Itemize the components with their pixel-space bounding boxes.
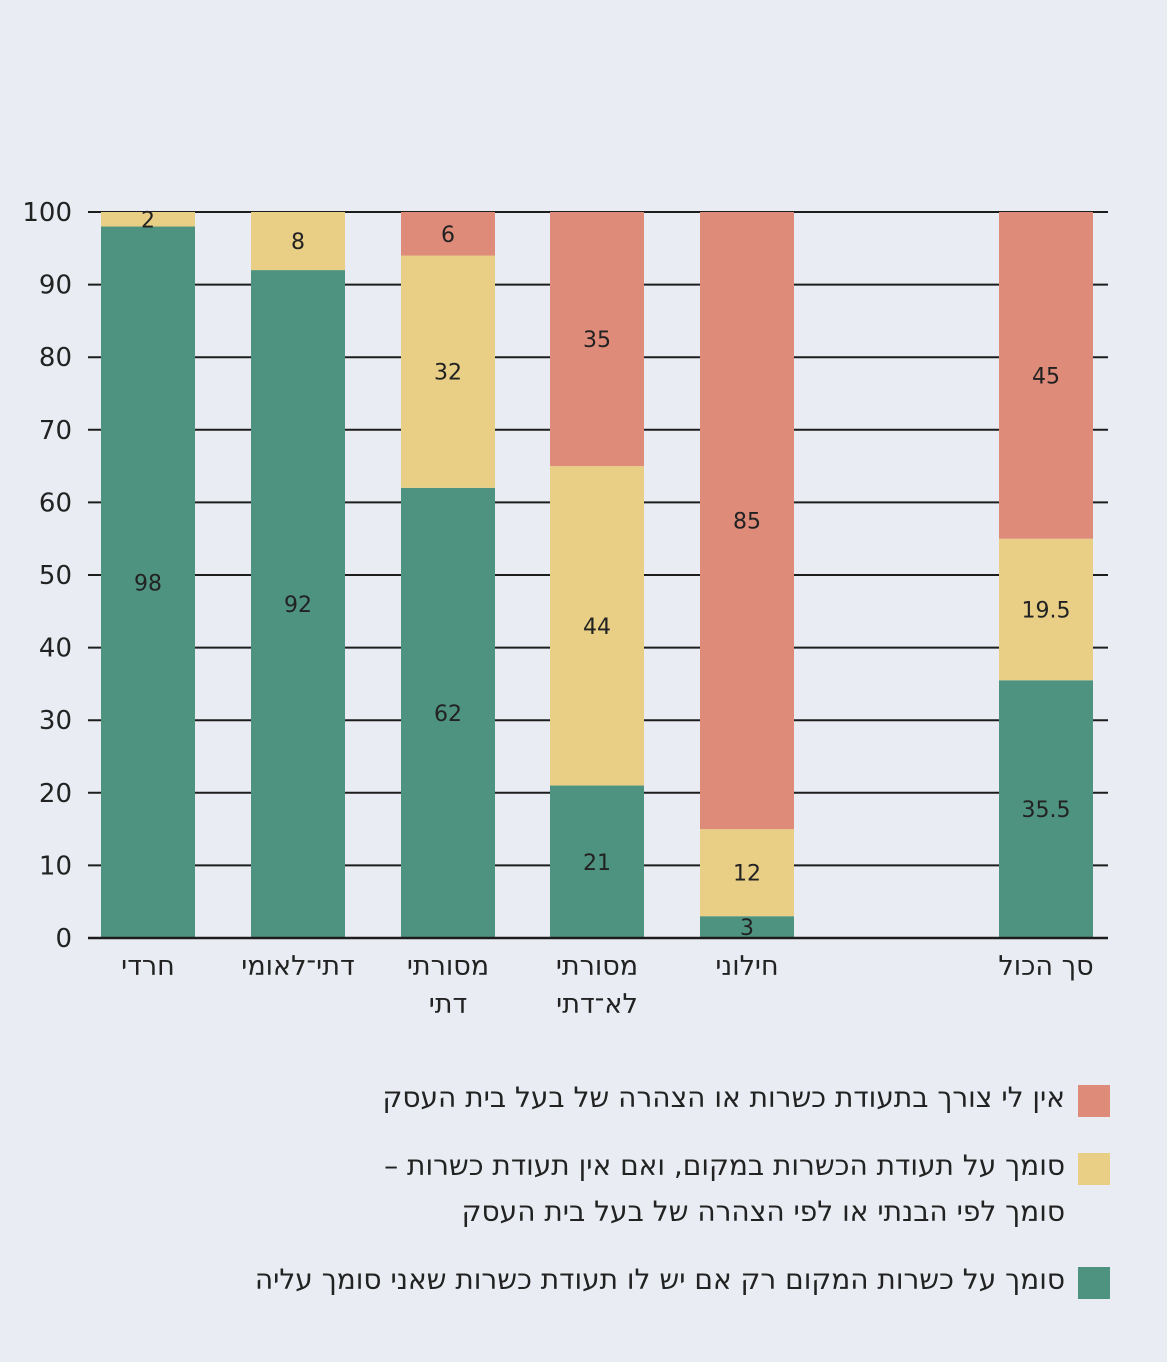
y-tick-label: 70 [39, 416, 72, 446]
bar-segment [401, 212, 495, 256]
data-label: 2 [141, 208, 155, 233]
legend-label: סומך על תעודת הכשרות במקום, ואם אין תעוד… [384, 1149, 1065, 1182]
legend-label: אין לי צורך בתעודת כשרות או הצהרה של בעל… [382, 1081, 1065, 1114]
data-label: 45 [1032, 364, 1060, 389]
x-tick-label: מסורתי [556, 951, 638, 982]
data-label: 32 [434, 361, 462, 386]
legend-label: סומך לפי הבנתי או לפי הצהרה של בעל בית ה… [461, 1195, 1065, 1228]
bar-segment [700, 829, 794, 917]
bar-segment [550, 785, 644, 938]
legend-item-local-certificate: סומך על תעודת הכשרות במקום, ואם אין תעוד… [150, 1143, 1110, 1235]
data-label: 6 [441, 223, 455, 248]
bar-segment [999, 680, 1093, 938]
data-label: 19.5 [1022, 598, 1071, 623]
x-tick-label: מסורתי [407, 951, 489, 982]
y-tick-label: 60 [39, 488, 72, 518]
x-tick-label: לא־דתי [556, 989, 638, 1020]
legend-swatch-yellow [1078, 1153, 1110, 1185]
stacked-bar-chart: 0 10 20 30 40 50 60 70 80 90 100 98 2 92 8 62 32 6 21 44 35 3… [22, 198, 1108, 1020]
data-label: 12 [733, 862, 761, 887]
y-tick-label: 90 [39, 271, 72, 301]
data-label: 92 [284, 593, 312, 618]
legend-item-no-need: אין לי צורך בתעודת כשרות או הצהרה של בעל… [150, 1075, 1110, 1121]
legend-item-trusted-certificate: סומך על כשרות המקום רק אם יש לו תעודת כש… [150, 1257, 1110, 1303]
legend: אין לי צורך בתעודת כשרות או הצהרה של בעל… [150, 1075, 1110, 1325]
bar-segment [251, 212, 345, 271]
data-label: 98 [134, 571, 162, 596]
bar-segment [999, 538, 1093, 681]
x-tick-label: סך הכול [998, 951, 1093, 982]
bar-segment [401, 487, 495, 938]
data-label: 3 [740, 916, 754, 941]
data-label: 35 [583, 328, 611, 353]
y-tick-label: 50 [39, 561, 72, 591]
y-tick-label: 100 [22, 198, 72, 228]
data-label: 21 [583, 851, 611, 876]
y-tick-label: 80 [39, 343, 72, 373]
legend-swatch-red [1078, 1085, 1110, 1117]
legend-label: סומך על כשרות המקום רק אם יש לו תעודת כש… [254, 1263, 1065, 1296]
data-label: 62 [434, 702, 462, 727]
data-label: 44 [583, 615, 611, 640]
bar-segment [401, 255, 495, 488]
y-tick-label: 10 [39, 851, 72, 881]
bar-segment [700, 916, 794, 938]
x-tick-label: חילוני [715, 951, 778, 982]
x-tick-label: חרדי [121, 951, 175, 982]
bar-segment [700, 212, 794, 830]
data-label: 85 [733, 510, 761, 535]
bar-segment [550, 212, 644, 467]
bar-segment [999, 212, 1093, 539]
y-tick-label: 30 [39, 706, 72, 736]
bar-segment [251, 270, 345, 939]
x-tick-label: דתי [429, 989, 468, 1020]
y-tick-label: 20 [39, 779, 72, 809]
data-label: 35.5 [1022, 798, 1071, 823]
y-tick-label: 0 [55, 924, 72, 954]
bar-segment [550, 466, 644, 786]
bar-segment [101, 226, 195, 938]
legend-swatch-green [1078, 1267, 1110, 1299]
x-tick-label: דתי־לאומי [241, 951, 354, 982]
data-label: 8 [291, 230, 305, 255]
y-tick-label: 40 [39, 634, 72, 664]
bar-segment [101, 212, 195, 227]
